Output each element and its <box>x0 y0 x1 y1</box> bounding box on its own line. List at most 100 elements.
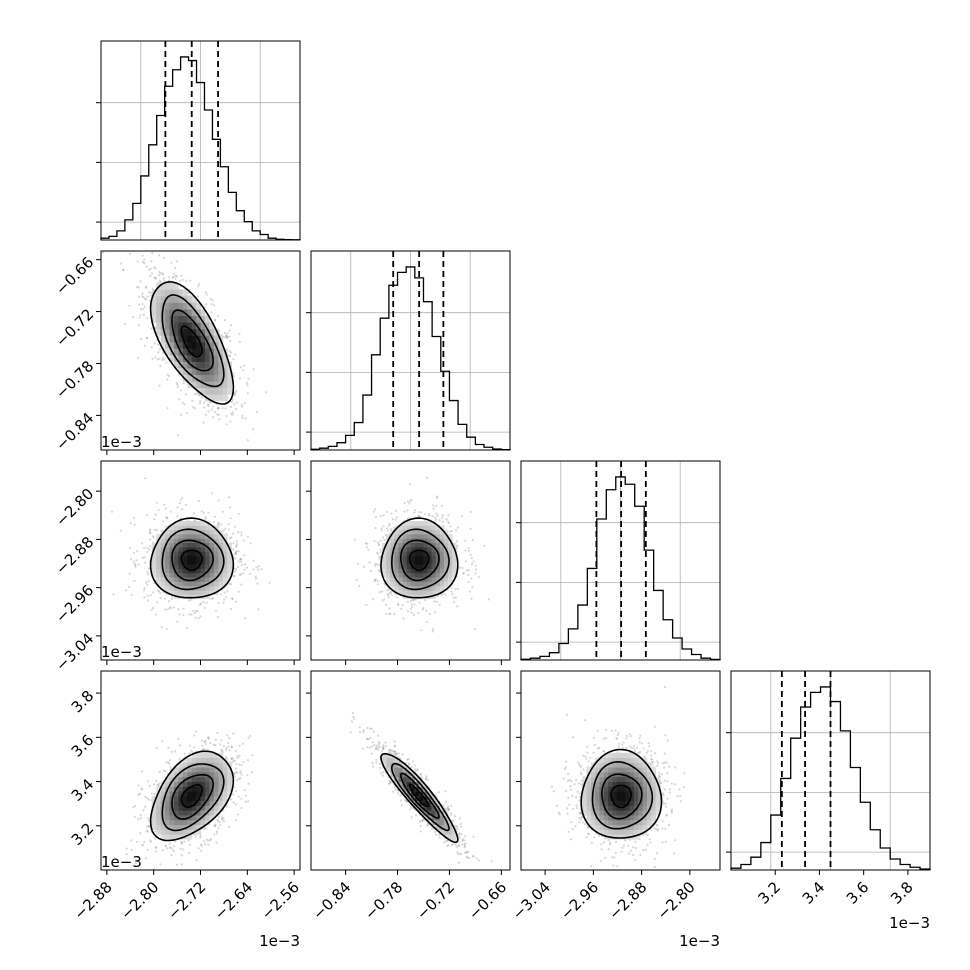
density-cell <box>431 559 436 565</box>
density-cell <box>191 315 197 323</box>
density-cell <box>187 542 193 548</box>
scatter-point <box>408 502 411 505</box>
density-cell <box>174 577 179 582</box>
scatter-point <box>474 572 477 575</box>
density-cell <box>227 374 232 382</box>
scatter-point <box>202 511 205 514</box>
scatter-point <box>237 512 240 515</box>
density-cell <box>200 585 206 591</box>
density-cell <box>222 577 228 582</box>
contour-0 <box>180 325 203 358</box>
scatter-point <box>431 630 434 633</box>
scatter-point <box>177 737 180 741</box>
density-cell <box>182 534 188 539</box>
scatter-point <box>382 525 385 528</box>
scatter-point <box>238 332 241 335</box>
density-cell <box>213 534 219 539</box>
contour-3 <box>149 281 235 405</box>
density-cell <box>187 577 193 582</box>
scatter-point <box>217 407 220 410</box>
scatter-point <box>203 406 206 409</box>
scatter-point <box>243 788 246 792</box>
scatter-point <box>214 824 217 827</box>
density-cell <box>174 335 179 343</box>
contour-1 <box>171 309 214 372</box>
density-cell <box>205 374 210 382</box>
scatter-point <box>394 518 397 521</box>
density-cell <box>160 572 166 578</box>
scatter-point <box>193 393 196 396</box>
scatter-point <box>252 568 255 571</box>
density-cell <box>178 590 184 595</box>
density-cell <box>191 368 197 376</box>
density-cell <box>435 534 441 539</box>
scatter-point <box>421 608 424 611</box>
density-cell <box>178 289 184 297</box>
scatter-point <box>417 611 420 615</box>
scatter-point <box>379 551 382 554</box>
scatter-point <box>464 549 467 552</box>
density-cell <box>165 341 170 349</box>
scatter-point <box>139 280 142 283</box>
scatter-point <box>386 592 389 596</box>
density-cell <box>187 547 193 552</box>
scatter-point <box>378 591 381 594</box>
histogram-panel-1 <box>306 250 511 451</box>
scatter-point <box>410 611 413 614</box>
scatter-point <box>240 403 243 406</box>
density-cell <box>222 555 228 561</box>
scatter-point <box>226 734 229 737</box>
scatter-point <box>246 535 249 538</box>
density-cell <box>448 555 453 561</box>
scatter-point <box>382 514 385 517</box>
density-cell <box>227 572 232 578</box>
scatter-point <box>376 563 379 566</box>
scatter-point <box>470 577 473 580</box>
scatter-point <box>147 580 150 583</box>
scatter-point <box>109 231 111 233</box>
density-cell <box>205 538 210 543</box>
density-cell <box>196 521 201 526</box>
density-cell <box>200 361 206 369</box>
scatter-point <box>156 358 159 361</box>
scatter-point <box>142 313 145 316</box>
density-cell <box>178 547 184 552</box>
density-cell <box>169 328 175 336</box>
scatter-point <box>153 518 156 521</box>
scatter-point <box>254 575 257 578</box>
density-cell <box>165 322 170 330</box>
density-cell <box>410 534 416 539</box>
density-cell <box>222 581 228 587</box>
scatter-point <box>387 524 391 527</box>
scatter-point <box>225 335 228 338</box>
scatter-point <box>441 520 444 523</box>
density-cell <box>165 335 170 343</box>
scatter-point <box>252 428 255 431</box>
density-cell <box>410 521 416 526</box>
scatter-point <box>355 579 358 582</box>
scatter-point <box>241 572 244 575</box>
density-cell <box>227 555 232 561</box>
density-cell <box>209 525 215 531</box>
density-cell <box>165 289 170 297</box>
scatter-point <box>246 384 249 387</box>
scatter-point <box>217 407 220 410</box>
scatter-point <box>130 557 133 561</box>
scatter-point <box>474 568 478 571</box>
density-cell <box>196 361 201 369</box>
density-cell <box>174 525 179 531</box>
density-cell <box>402 581 408 587</box>
scatter-point <box>182 607 185 610</box>
scatter-point <box>145 336 148 339</box>
scatter-point <box>182 382 185 385</box>
scatter-point <box>372 598 375 601</box>
density-cell <box>419 529 424 535</box>
density-cell <box>213 542 219 548</box>
density-cell <box>165 534 170 539</box>
density-cell <box>218 341 224 349</box>
density-cell <box>178 521 184 526</box>
scatter-point <box>199 602 203 605</box>
scatter-point <box>140 338 143 341</box>
density-cell <box>169 590 175 595</box>
scatter-point <box>135 559 138 562</box>
